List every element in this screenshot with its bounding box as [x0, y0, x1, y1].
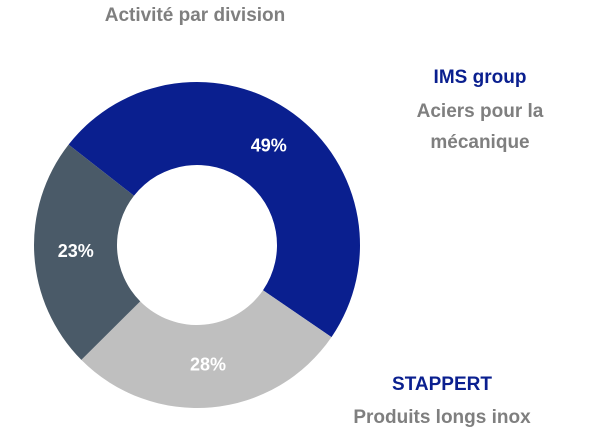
donut-segment: [81, 290, 332, 408]
donut-segment: [68, 82, 360, 338]
value-label: 23%: [58, 241, 94, 261]
value-label: 49%: [251, 136, 287, 156]
category-description: Produits longs inox: [353, 407, 531, 428]
category-label: IMS group: [434, 67, 527, 88]
category-label: STAPPERT: [392, 374, 492, 395]
chart-title: Activité par division: [105, 5, 286, 26]
category-description: Aciers pour la mécanique: [417, 101, 544, 153]
value-label: 28%: [190, 355, 226, 375]
donut-segment: [34, 144, 141, 360]
